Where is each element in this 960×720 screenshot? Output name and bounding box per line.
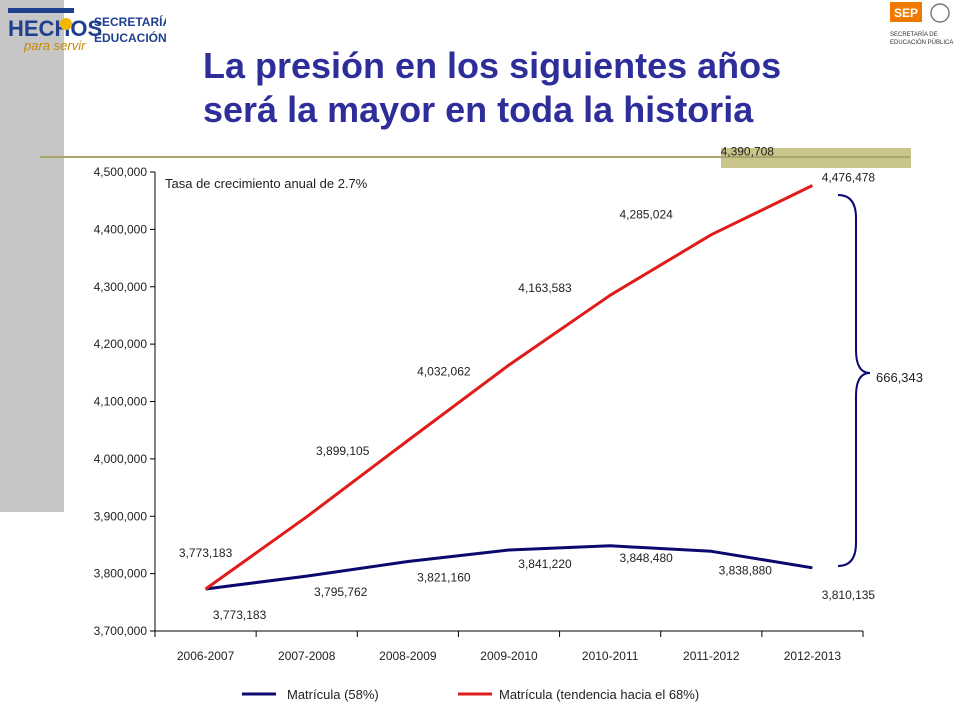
- x-tick-label: 2009-2010: [480, 649, 538, 663]
- y-tick-label: 4,100,000: [94, 395, 148, 409]
- data-label-series-1: 3,838,880: [719, 563, 773, 577]
- y-tick-label: 4,400,000: [94, 222, 148, 236]
- x-tick-label: 2008-2009: [379, 649, 437, 663]
- chart-axes: 3,700,000 3,800,000 3,900,000 4,000,000 4,10…: [94, 165, 864, 663]
- logo-hechos-word: HECHOS: [8, 16, 102, 41]
- data-label-series-2: 4,163,583: [518, 281, 572, 295]
- series-line-2: [204, 184, 814, 591]
- growth-rate-annotation: Tasa de crecimiento anual de 2.7%: [165, 176, 368, 191]
- mexico-seal-icon: [930, 3, 950, 23]
- x-tick-label: 2007-2008: [278, 649, 336, 663]
- x-tick-label: 2010-2011: [582, 649, 639, 663]
- chart-data-labels: 3,773,183 3,795,762 3,821,160 3,841,220 3,84…: [179, 145, 876, 622]
- data-label-series-1: 3,821,160: [417, 570, 471, 584]
- data-label-series-1: 3,810,135: [822, 588, 876, 602]
- y-tick-label: 4,300,000: [94, 280, 148, 294]
- logo-sun-icon: [60, 18, 72, 30]
- data-label-series-2: 4,032,062: [417, 364, 471, 378]
- x-tick-label: 2012-2013: [784, 649, 842, 663]
- sep-logo: SEP SECRETARÍA DE EDUCACIÓN PÚBLICA: [888, 0, 960, 48]
- accent-block: [721, 148, 911, 168]
- data-label-series-1: 3,841,220: [518, 557, 572, 571]
- data-label-series-2: 3,899,105: [316, 444, 370, 458]
- data-label-series-2: 4,476,478: [822, 170, 876, 184]
- data-label-series-1: 3,848,480: [619, 551, 673, 565]
- legend-label-1: Matrícula (58%): [287, 687, 379, 702]
- legend-label-2: Matrícula (tendencia hacia el 68%): [499, 687, 699, 702]
- title-line-2: será la mayor en toda la historia: [203, 89, 754, 130]
- left-gray-bar: [0, 0, 64, 512]
- logo-label-line1: SECRETARÍA DE: [94, 14, 166, 29]
- data-label-series-2: 3,773,183: [179, 546, 233, 560]
- page-title: La presión en los siguientes años será l…: [203, 44, 903, 132]
- sep-label-line2: EDUCACIÓN PÚBLICA: [890, 39, 953, 46]
- difference-brace: [837, 194, 871, 567]
- y-tick-label: 4,500,000: [94, 165, 148, 179]
- sep-abbr: SEP: [894, 6, 918, 20]
- x-tick-label: 2011-2012: [683, 649, 740, 663]
- data-label-series-1: 3,795,762: [314, 585, 368, 599]
- title-line-1: La presión en los siguientes años: [203, 45, 782, 86]
- difference-label: 666,343: [876, 370, 923, 385]
- sep-logo-box: [890, 2, 922, 22]
- chart-legend: Matrícula (58%) Matrícula (tendencia haci…: [242, 687, 699, 702]
- title-rule: [40, 156, 910, 158]
- data-label-series-2: 4,285,024: [619, 207, 673, 221]
- data-label-series-1: 3,773,183: [213, 608, 267, 622]
- chart-series: [204, 184, 814, 591]
- logo-script: para servir: [23, 38, 86, 53]
- y-tick-label: 4,200,000: [94, 337, 148, 351]
- y-tick-label: 3,800,000: [94, 567, 148, 581]
- y-tick-label: 3,700,000: [94, 624, 148, 638]
- x-tick-label: 2006-2007: [177, 649, 235, 663]
- y-tick-label: 3,900,000: [94, 509, 148, 523]
- logo-label-line2: EDUCACIÓN: [94, 30, 166, 45]
- hechos-logo: HECHOS para servir SECRETARÍA DE EDUCACI…: [8, 8, 166, 53]
- data-label-series-2: 4,390,708: [721, 145, 775, 159]
- y-tick-label: 4,000,000: [94, 452, 148, 466]
- series-line-1: [205, 544, 813, 591]
- logo-top-band: [8, 8, 74, 13]
- sep-label-line1: SECRETARÍA DE: [890, 31, 938, 38]
